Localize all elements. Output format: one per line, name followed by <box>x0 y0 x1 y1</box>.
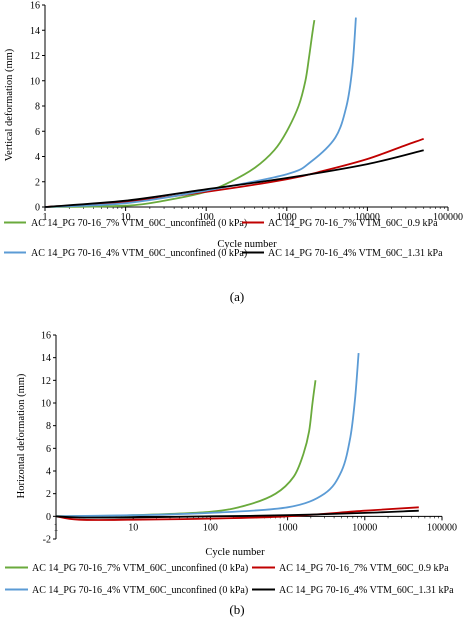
legend-entry: AC 14_PG 70-16_4% VTM_60C_unconfined (0 … <box>4 248 247 259</box>
legend-label: AC 14_PG 70-16_4% VTM_60C_1.31 kPa <box>268 248 443 259</box>
legend-label: AC 14_PG 70-16_4% VTM_60C_unconfined (0 … <box>31 248 247 259</box>
series-line-a-4 <box>44 149 424 208</box>
x-tick-label: 10 <box>121 212 131 223</box>
y-tick-label: 2 <box>35 177 40 188</box>
x-tick-label: 100 <box>203 522 218 533</box>
series-line-b-1 <box>55 380 317 518</box>
x-tick-label: 1 <box>43 212 48 223</box>
x-tick-label: 1 <box>54 522 59 533</box>
x-tick-label: 100 <box>199 212 214 223</box>
y-tick-label: 8 <box>35 102 40 113</box>
legend-entry: AC 14_PG 70-16_7% VTM_60C_unconfined (0 … <box>5 563 248 574</box>
x-tick-label: 10000 <box>355 212 380 223</box>
y-tick-label: -2 <box>43 535 51 546</box>
y-tick-label: 12 <box>41 376 51 387</box>
legend-entry: AC 14_PG 70-16_7% VTM_60C_0.9 kPa <box>242 218 438 229</box>
y-tick-label: 0 <box>35 203 40 214</box>
legend-label: AC 14_PG 70-16_7% VTM_60C_0.9 kPa <box>268 218 438 229</box>
chart-a: 0 2 4 6 8 10 12 14 16 1 10 100 1000 10000 100000 Verti… <box>4 1 463 304</box>
series-line-b-2 <box>55 506 419 521</box>
x-axis-label-a: Cycle number <box>217 239 277 250</box>
x-tick-label: 1000 <box>277 212 297 223</box>
y-tick-label: 16 <box>30 1 40 12</box>
legend-label: AC 14_PG 70-16_7% VTM_60C_0.9 kPa <box>279 563 449 574</box>
x-tick-label: 100000 <box>433 212 463 223</box>
series-line-b-3 <box>55 353 360 518</box>
series-line-a-1 <box>44 19 316 208</box>
y-tick-label: 10 <box>30 76 40 87</box>
series-line-a-2 <box>44 137 425 208</box>
y-tick-label: 8 <box>46 421 51 432</box>
legend-entry: AC 14_PG 70-16_7% VTM_60C_unconfined (0 … <box>4 218 247 229</box>
series-line-a-3 <box>44 17 357 208</box>
legend-entry: AC 14_PG 70-16_4% VTM_60C_1.31 kPa <box>252 585 454 596</box>
y-tick-label: 6 <box>46 444 51 455</box>
legend-label: AC 14_PG 70-16_7% VTM_60C_unconfined (0 … <box>32 563 248 574</box>
y-tick-label: 10 <box>41 399 51 410</box>
legend-label: AC 14_PG 70-16_4% VTM_60C_unconfined (0 … <box>32 585 248 596</box>
legend-entry: AC 14_PG 70-16_7% VTM_60C_0.9 kPa <box>252 563 449 574</box>
panel-label-b: (b) <box>229 602 244 617</box>
y-tick-label: 14 <box>41 353 51 364</box>
legend-entry: AC 14_PG 70-16_4% VTM_60C_1.31 kPa <box>242 248 443 259</box>
legend-label: AC 14_PG 70-16_7% VTM_60C_unconfined (0 … <box>31 218 247 229</box>
y-tick-label: 4 <box>35 152 40 163</box>
legend-entry: AC 14_PG 70-16_4% VTM_60C_unconfined (0 … <box>5 585 248 596</box>
series-line-b-4 <box>55 509 419 519</box>
chart-b: -2 0 2 4 6 8 10 12 14 16 1 10 100 1000 10000 100000 Hor… <box>5 331 457 617</box>
y-tick-label: 12 <box>30 51 40 62</box>
y-tick-label: 6 <box>35 127 40 138</box>
x-tick-label: 100000 <box>427 522 457 533</box>
x-tick-label: 1000 <box>278 522 298 533</box>
y-tick-label: 2 <box>46 489 51 500</box>
y-axis-label-b: Horizontal deformation (mm) <box>16 373 27 498</box>
y-tick-label: 4 <box>46 467 51 478</box>
y-tick-label: 0 <box>46 512 51 523</box>
y-tick-label: 14 <box>30 26 40 37</box>
x-axis-label-b: Cycle number <box>205 547 265 558</box>
legend-label: AC 14_PG 70-16_4% VTM_60C_1.31 kPa <box>279 585 454 596</box>
y-axis-label-a: Vertical deformation (mm) <box>4 48 15 161</box>
panel-label-a: (a) <box>230 289 244 304</box>
x-tick-label: 10 <box>128 522 138 533</box>
y-tick-label: 16 <box>41 331 51 342</box>
x-tick-label: 10000 <box>352 522 377 533</box>
